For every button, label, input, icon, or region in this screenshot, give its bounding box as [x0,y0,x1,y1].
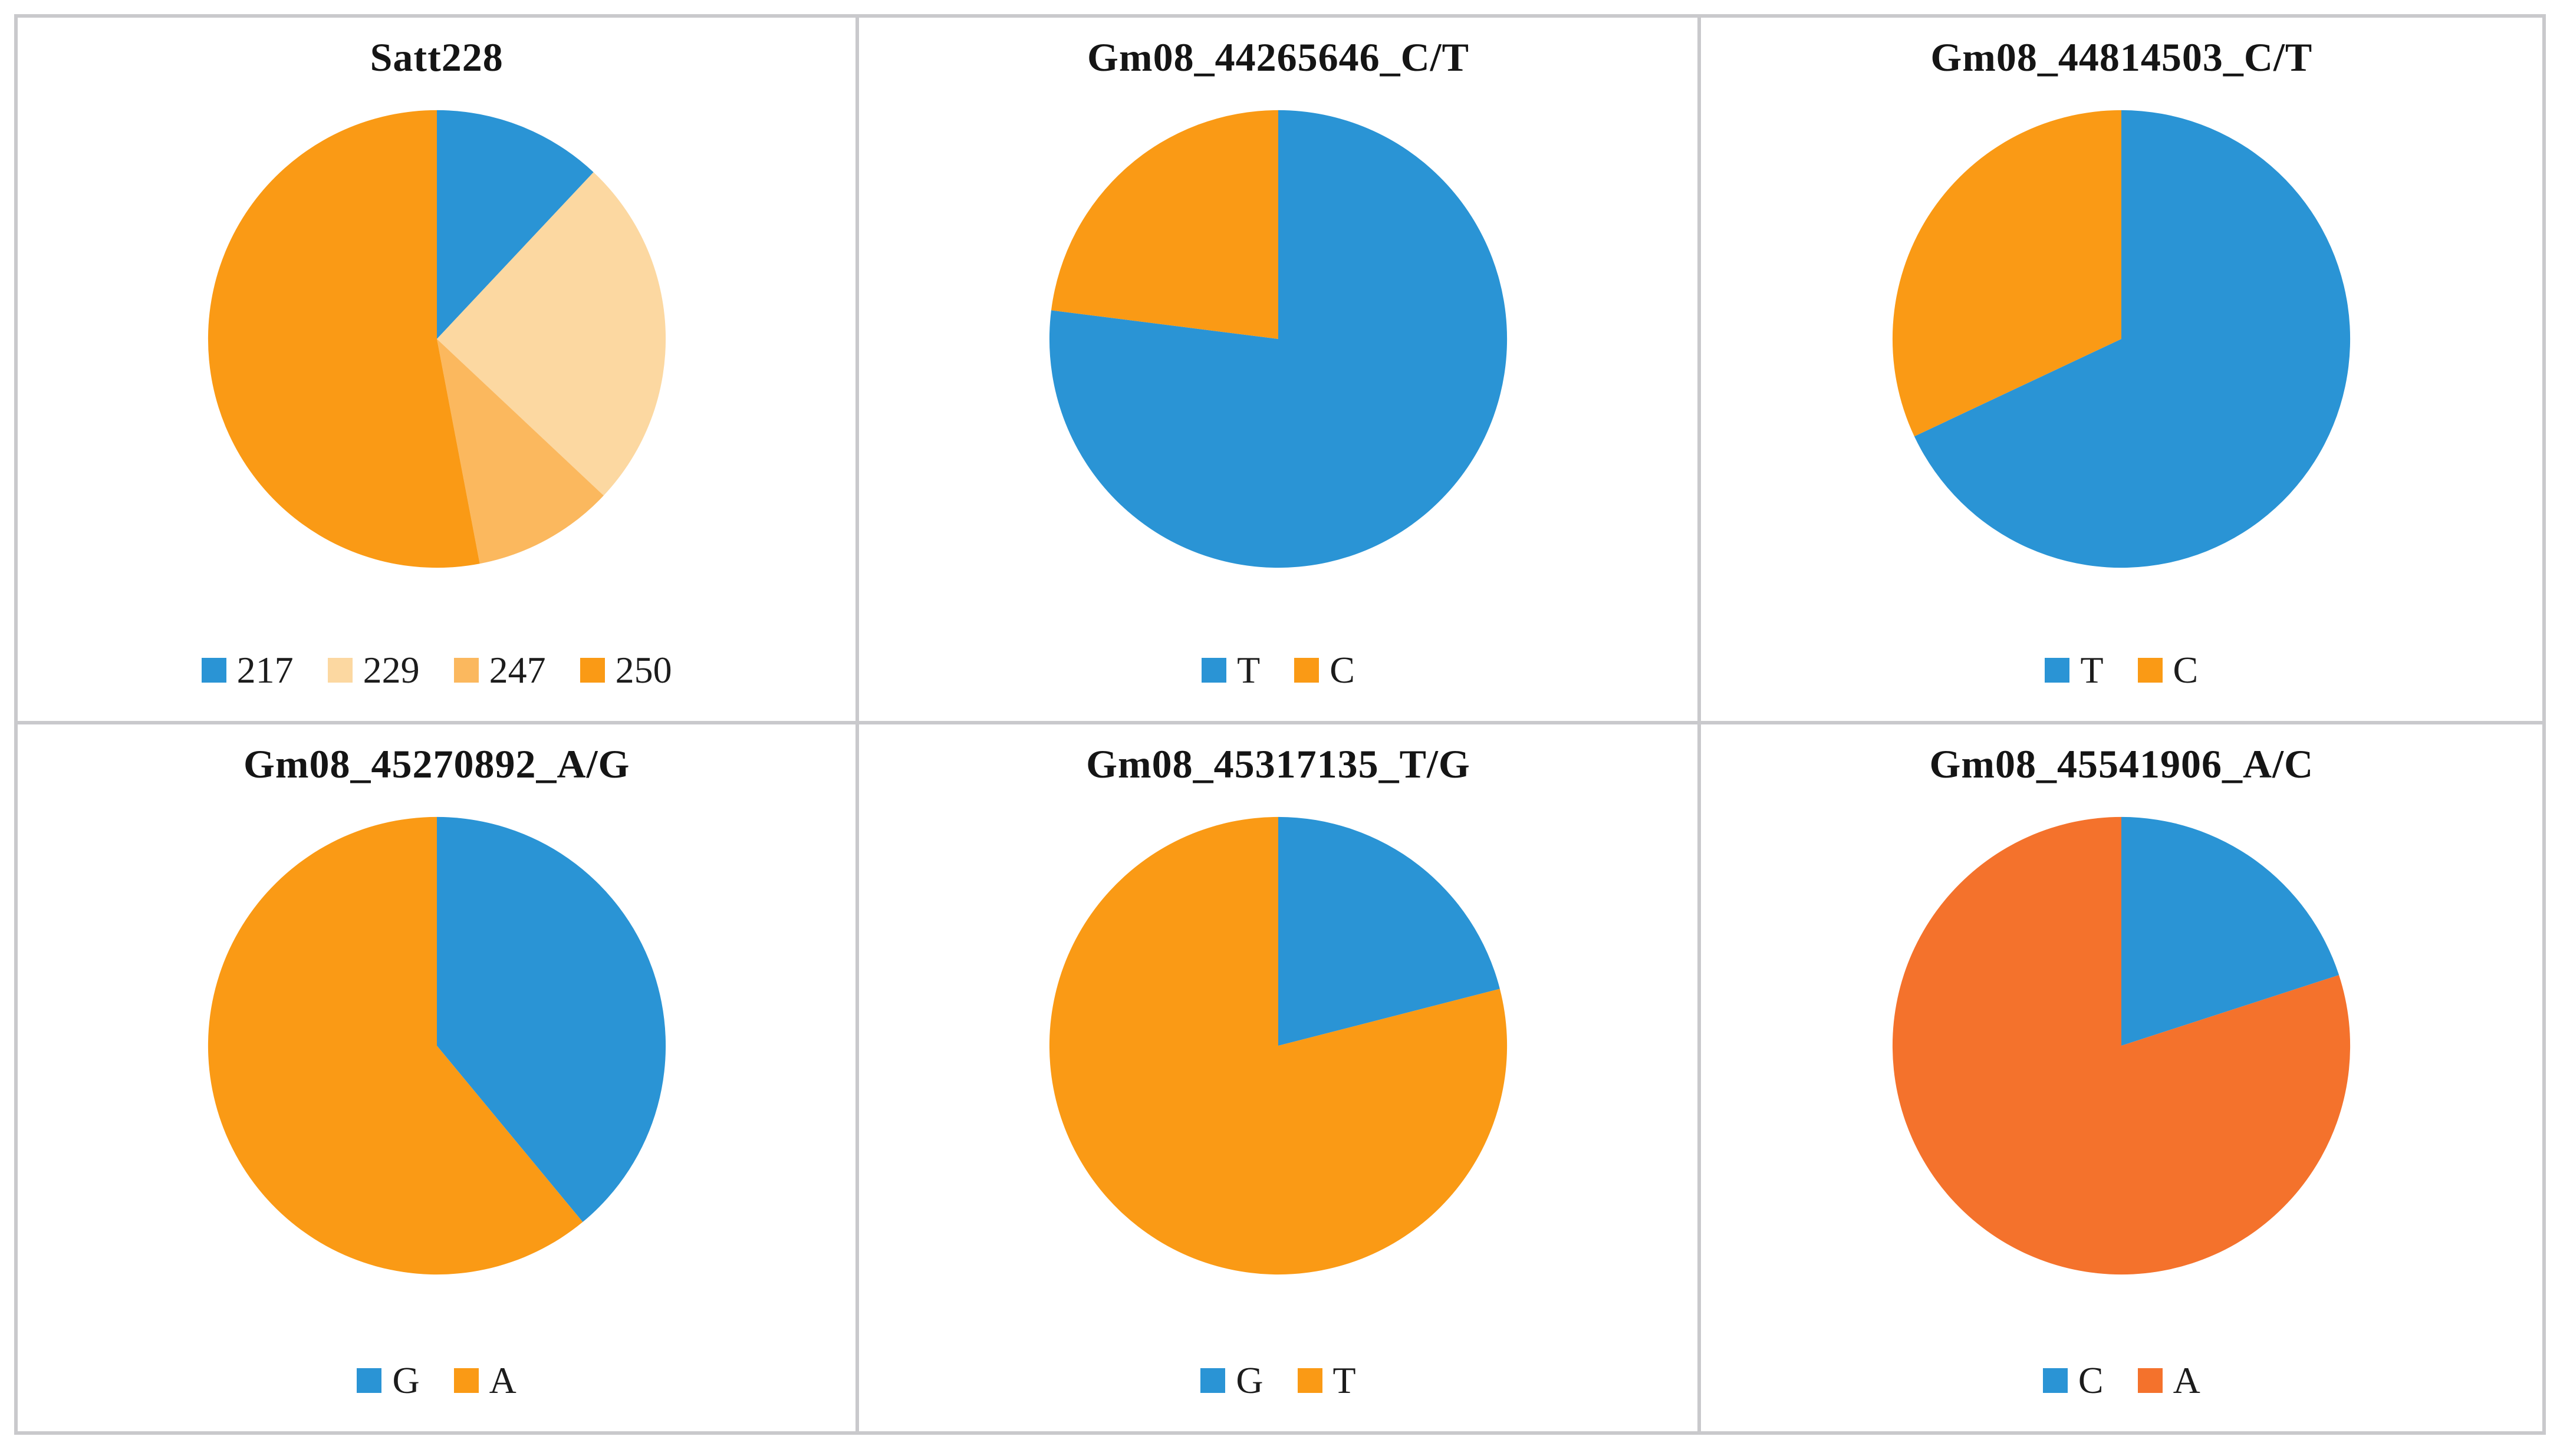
pie-slice-247 [436,339,604,564]
legend-swatch [1294,658,1320,683]
legend-swatch [1200,1368,1226,1393]
legend-label: 229 [363,649,420,691]
pie-slice-250 [208,110,480,568]
legend-item: A [453,1359,516,1401]
chart-title: Gm08_45541906_A/C [1929,742,2314,786]
legend-item: G [357,1359,420,1401]
pie-slice-C [1893,110,2122,437]
legend-item: T [1202,651,1260,689]
pie-slice-A [208,817,583,1275]
chart-title: Gm08_44814503_C/T [1930,35,2313,80]
legend-label: C [1330,649,1355,691]
legend-item: 250 [580,651,672,689]
legend-label: 250 [615,649,672,691]
pie-chart [1893,817,2351,1275]
legend-swatch [580,658,605,683]
legend-label: G [1236,1359,1263,1401]
legend-label: A [489,1359,516,1401]
legend-swatch [1202,658,1227,683]
legend-label: C [2173,649,2199,691]
legend-swatch [1297,1368,1322,1393]
legend-swatch [2042,1368,2068,1393]
legend-swatch [327,658,353,683]
pie-slice-A [1893,817,2351,1275]
legend-swatch [201,658,226,683]
legend-swatch [2137,658,2163,683]
chart-cell-satt228: Satt228 217 229 247 250 [18,18,860,724]
pie-chart [1893,110,2351,568]
legend-item: T [1297,1359,1356,1401]
legend-label: A [2173,1359,2200,1401]
pie-chart [1049,110,1508,568]
legend: 217 229 247 250 [201,649,672,691]
legend-item: C [2042,1359,2104,1401]
legend-swatch [2045,658,2070,683]
chart-title: Satt228 [370,35,504,80]
legend-swatch [453,658,479,683]
pie-slice-G [436,817,666,1223]
chart-title: Gm08_45270892_A/G [243,742,630,786]
pie-slice-G [1278,817,1500,1046]
pie-chart [208,110,666,568]
legend-item: 217 [201,649,294,691]
pie-chart [208,817,666,1275]
chart-title: Gm08_45317135_T/G [1086,742,1470,786]
pie-slice-C [1051,110,1278,340]
legend-item: C [1294,651,1355,689]
legend-label: T [1332,1359,1356,1401]
pie-chart [1049,817,1508,1275]
legend-item: A [2137,1359,2200,1401]
legend-item: C [2137,649,2199,691]
legend-swatch [2137,1368,2163,1393]
legend-swatch [453,1368,479,1393]
legend-item: 229 [327,649,420,691]
pie-slice-C [2121,817,2339,1046]
pie-slice-217 [436,110,594,340]
legend-label: 247 [489,649,546,691]
pie-slice-229 [436,172,666,496]
legend-item: T [2045,649,2104,691]
legend-item: 247 [453,649,546,691]
legend-swatch [357,1368,382,1393]
legend-item: G [1200,1362,1263,1399]
pie-slice-T [1914,110,2351,568]
legend-label: 217 [236,649,294,691]
pie-slice-T [1049,110,1508,568]
legend-label: G [392,1359,420,1401]
pie-chart-figure: Satt228 217 229 247 250 Gm08_44265646_C/T T… [14,14,2546,1435]
legend-label: T [1237,649,1261,691]
legend-label: C [2078,1359,2104,1401]
legend-label: T [2080,649,2104,691]
chart-title: Gm08_44265646_C/T [1087,35,1469,80]
pie-slice-T [1049,817,1508,1275]
